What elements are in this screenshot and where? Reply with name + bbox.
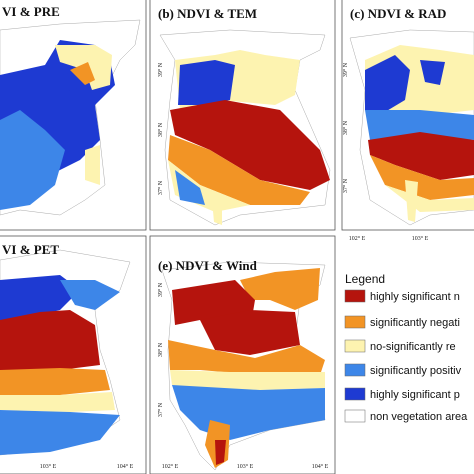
map-d xyxy=(0,249,131,456)
x-tick-label: 102° E xyxy=(162,463,179,470)
x-tick-label: 103° E xyxy=(412,235,429,242)
legend-item: highly significant p xyxy=(370,389,460,401)
x-tick-label: 104° E xyxy=(312,463,329,470)
x-tick-label: 103° E xyxy=(40,463,57,470)
y-tick-label: 37° N xyxy=(157,402,164,417)
y-tick-label: 39° N xyxy=(342,62,349,77)
x-tick-label: 103° E xyxy=(237,463,254,470)
x-tick-label: 102° E xyxy=(349,235,366,242)
y-tick-label: 39° N xyxy=(157,282,164,297)
legend-item: significantly positiv xyxy=(370,365,462,377)
legend-item: highly significant n xyxy=(370,291,460,303)
legend-item: non vegetation area xyxy=(370,411,468,423)
y-tick-label: 37° N xyxy=(157,180,164,195)
x-tick-label: 104° E xyxy=(117,463,134,470)
panel-title: VI & PRE xyxy=(2,4,60,19)
y-tick-label: 38° N xyxy=(157,122,164,137)
y-tick-label: 39° N xyxy=(157,62,164,77)
map-a xyxy=(0,19,141,216)
legend-swatches xyxy=(344,289,366,423)
y-tick-label: 37° N xyxy=(342,178,349,193)
legend-item: no-significantly re xyxy=(370,341,456,353)
legend-item: significantly negati xyxy=(370,317,460,329)
panel-title: (b) NDVI & TEM xyxy=(158,6,257,21)
panel-title: (e) NDVI & Wind xyxy=(158,258,258,273)
map-b xyxy=(159,29,331,226)
y-tick-label: 38° N xyxy=(157,342,164,357)
panel-title: VI & PET xyxy=(2,242,59,257)
panel-title: (c) NDVI & RAD xyxy=(350,6,446,21)
map-e xyxy=(161,261,326,471)
labels: VI & PRE (b) NDVI & TEM 39° N 38° N 37° N (c)… xyxy=(2,4,468,470)
y-tick-label: 38° N xyxy=(342,120,349,135)
legend-title: Legend xyxy=(345,272,385,286)
map-c xyxy=(349,29,474,226)
